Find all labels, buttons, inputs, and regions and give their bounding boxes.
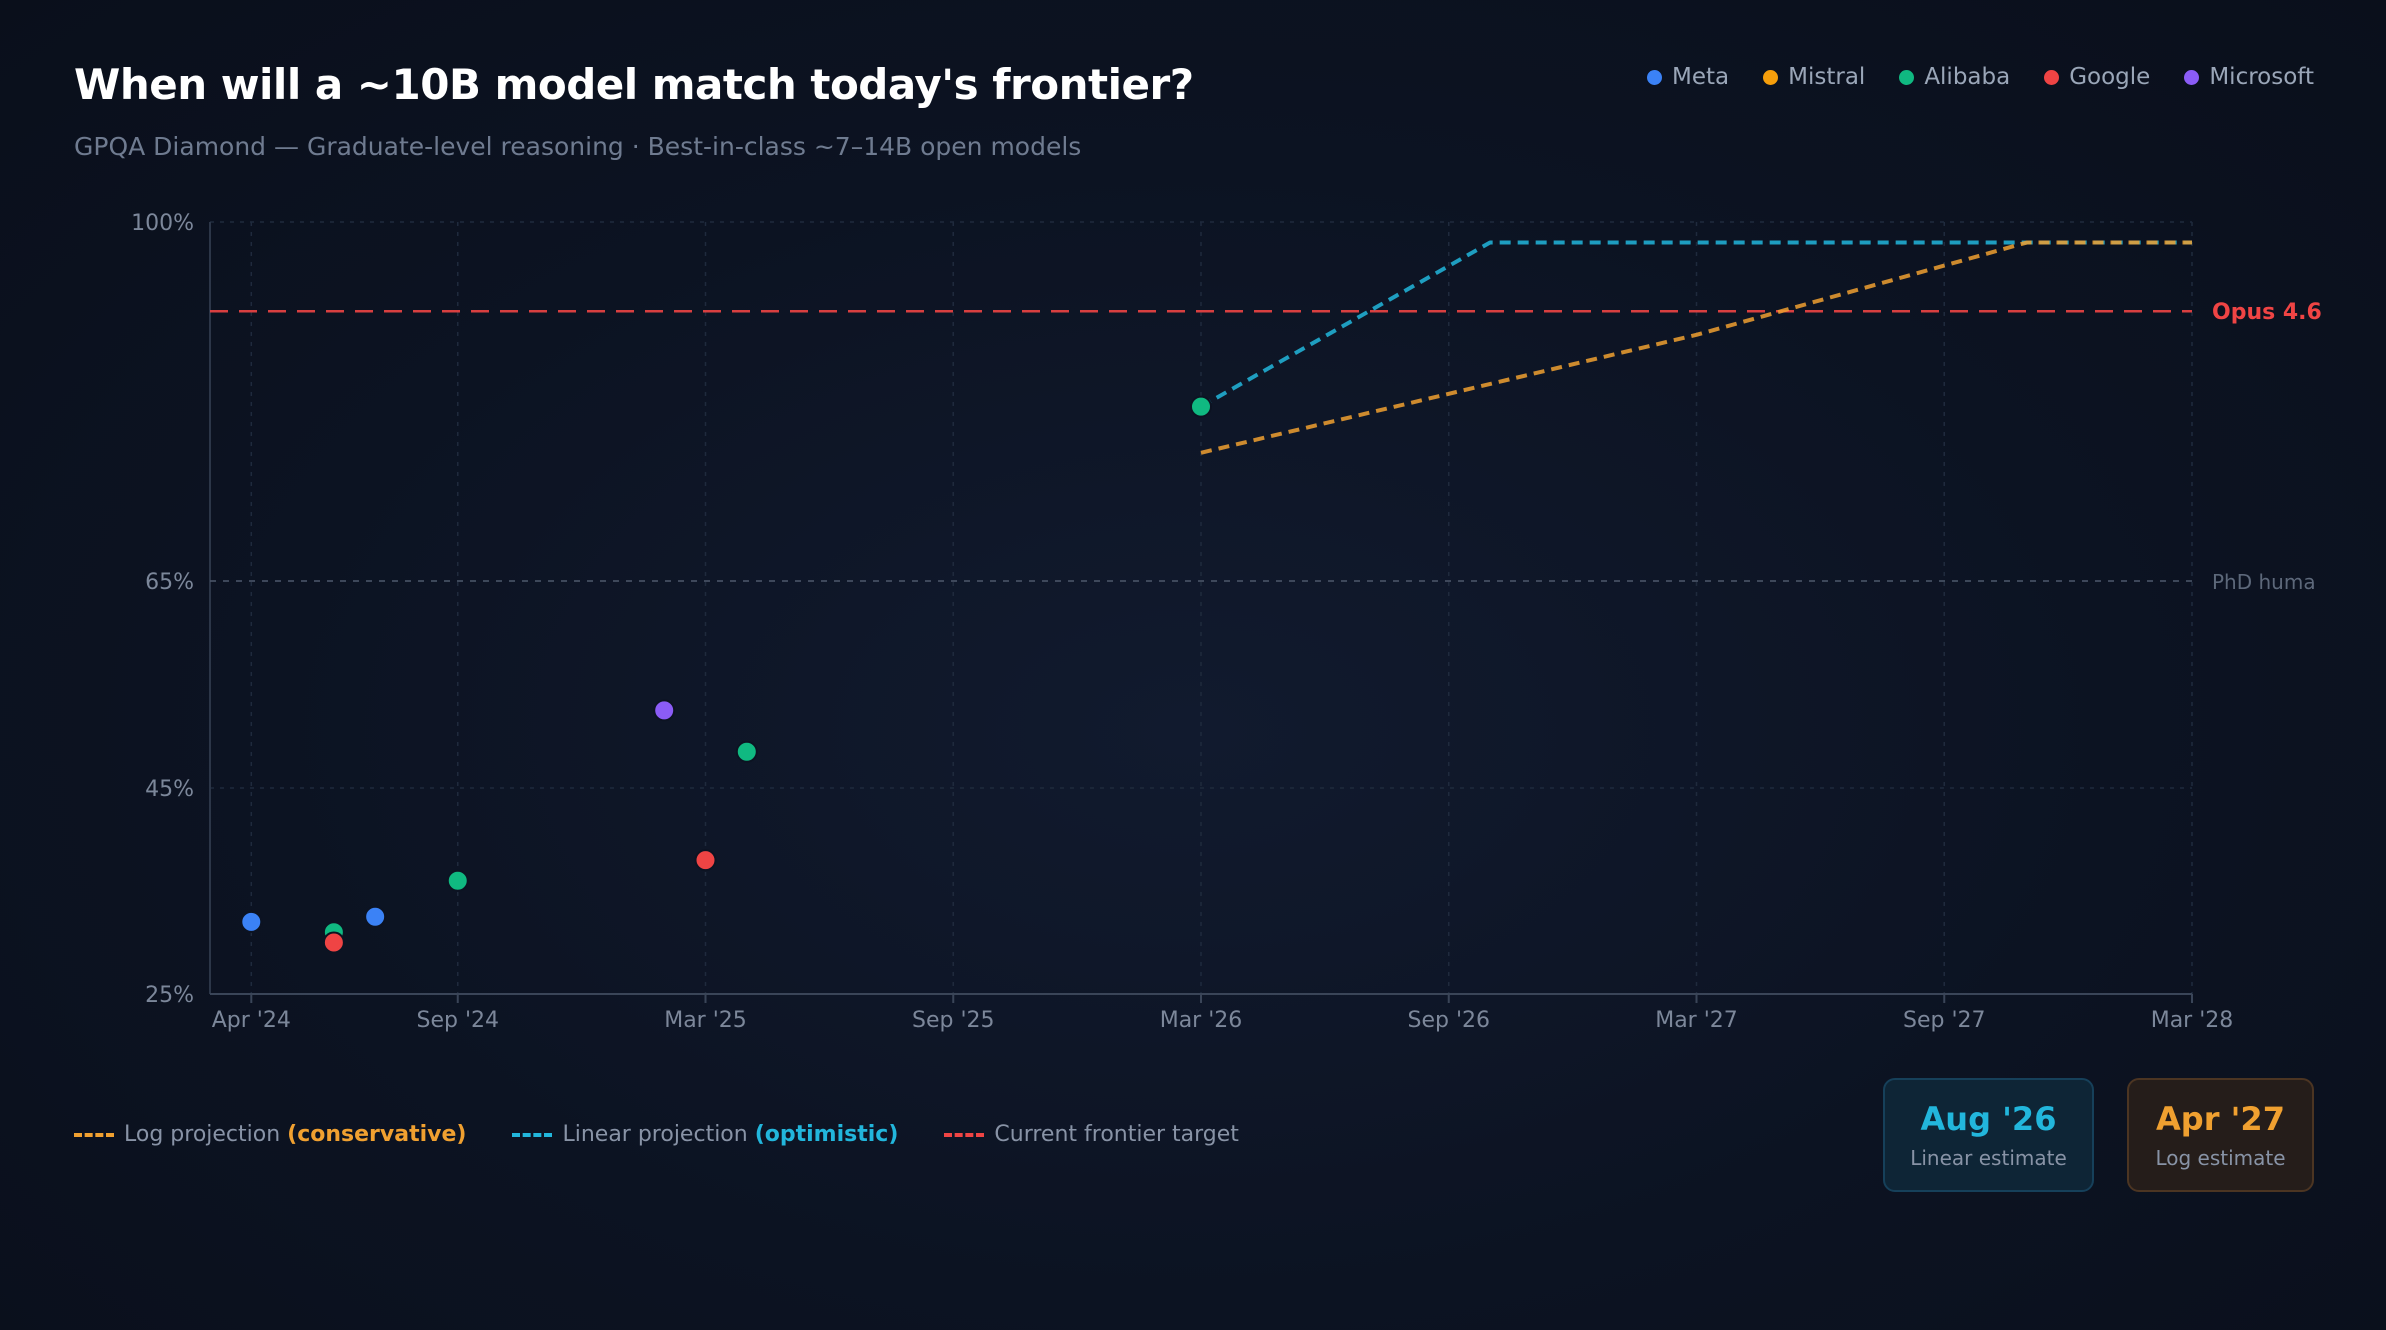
linear-estimate-value: Aug '26 (1920, 1100, 2057, 1138)
legend-dot-alibaba (1899, 69, 1915, 85)
log-projection-swatch (74, 1132, 114, 1137)
legend-label: Alibaba (1924, 64, 2011, 90)
legend-label: Google (2069, 64, 2151, 90)
linear-projection-swatch (512, 1132, 553, 1137)
frontier-target-swatch (944, 1132, 985, 1137)
x-tick-label: Mar '27 (1655, 1008, 1738, 1033)
legend-dot-meta (1647, 69, 1663, 85)
log-estimate-card: Apr '27 Log estimate (2127, 1078, 2314, 1192)
legend-linear-projection[interactable]: Linear projection (optimistic) (512, 1122, 898, 1147)
y-tick-label: 65% (145, 570, 194, 595)
legend-item-mistral[interactable]: Mistral (1763, 64, 1865, 90)
x-tick-label: Mar '25 (664, 1008, 747, 1033)
x-tick-label: Sep '25 (912, 1008, 995, 1033)
legend-dot-google (2044, 69, 2060, 85)
legend-dot-mistral (1763, 69, 1779, 85)
log-projection-label: Log projection (conservative) (124, 1122, 467, 1147)
org-legend: Meta Mistral Alibaba Google Microsoft (1647, 64, 2314, 90)
x-tick-label: Mar '26 (1160, 1008, 1243, 1033)
linear-projection-line (1200, 240, 2192, 409)
x-tick-label: Apr '24 (212, 1008, 291, 1033)
data-point-google (322, 931, 345, 954)
data-point-microsoft (653, 699, 676, 722)
phd-human-label: PhD huma (2212, 570, 2316, 594)
legend-item-alibaba[interactable]: Alibaba (1899, 64, 2010, 90)
linear-projection-label: Linear projection (optimistic) (562, 1122, 899, 1147)
data-point-meta (240, 910, 263, 933)
legend-item-microsoft[interactable]: Microsoft (2184, 64, 2314, 90)
linear-estimate-card: Aug '26 Linear estimate (1883, 1078, 2094, 1192)
legend-log-projection[interactable]: Log projection (conservative) (74, 1122, 466, 1147)
y-tick-label: 45% (145, 777, 194, 802)
data-point-google (694, 849, 717, 872)
data-point-alibaba (735, 740, 758, 763)
log-projection-line (1200, 240, 2192, 455)
y-tick-label: 100% (131, 211, 194, 236)
data-point-alibaba (446, 869, 469, 892)
chart-title: When will a ~10B model match today's fro… (74, 60, 1194, 109)
legend-label: Meta (1672, 64, 1730, 90)
y-tick-label: 25% (145, 983, 194, 1008)
x-tick-label: Sep '26 (1408, 1008, 1491, 1033)
data-point-meta (364, 905, 387, 928)
legend-label: Mistral (1788, 64, 1866, 90)
projection-legend: Log projection (conservative) Linear pro… (74, 1122, 1239, 1147)
legend-item-meta[interactable]: Meta (1647, 64, 1729, 90)
x-tick-label: Sep '24 (417, 1008, 500, 1033)
data-point-alibaba (1190, 395, 1212, 418)
legend-item-google[interactable]: Google (2044, 64, 2150, 90)
frontier-target-label: Opus 4.6 (2212, 300, 2322, 325)
linear-estimate-label: Linear estimate (1910, 1146, 2067, 1170)
log-estimate-label: Log estimate (2155, 1146, 2286, 1170)
legend-dot-microsoft (2184, 69, 2200, 85)
frontier-target-label: Current frontier target (994, 1122, 1239, 1147)
legend-label: Microsoft (2209, 64, 2314, 90)
x-tick-label: Sep '27 (1903, 1008, 1986, 1033)
legend-frontier-target[interactable]: Current frontier target (944, 1122, 1239, 1147)
x-tick-label: Mar '28 (2151, 1008, 2234, 1033)
log-estimate-value: Apr '27 (2156, 1100, 2285, 1138)
chart-subtitle: GPQA Diamond — Graduate-level reasoning … (74, 132, 1082, 161)
